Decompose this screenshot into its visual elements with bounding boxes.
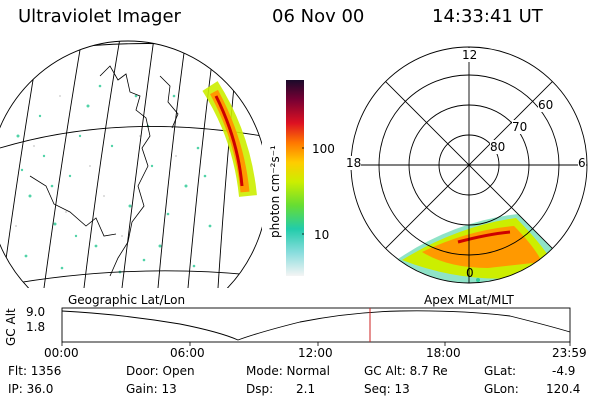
mlat-label-70: 70 <box>512 120 528 134</box>
info-dsp-label: Dsp: <box>246 382 274 396</box>
polar-aurora <box>382 214 568 283</box>
mlat-label-60: 60 <box>538 98 554 112</box>
altitude-timeline <box>61 307 571 346</box>
aurora-arc <box>202 81 257 197</box>
mlt-label-18: 18 <box>346 156 362 170</box>
info-glat-label: GLat: <box>484 364 517 378</box>
alt-tick-high: 9.0 <box>26 305 46 319</box>
apex-caption: Apex MLat/MLT <box>424 293 514 307</box>
info-glat-value: -4.9 <box>552 364 576 378</box>
x-tick-0000: 00:00 <box>44 346 79 360</box>
info-seq: Seq: 13 <box>364 382 410 396</box>
info-glon-value: 120.4 <box>546 382 581 396</box>
mlt-label-0: 0 <box>466 266 474 280</box>
polar-plot <box>350 46 588 284</box>
colorbar <box>286 80 304 276</box>
info-gain: Gain: 13 <box>126 382 177 396</box>
time-label: 14:33:41 UT <box>432 6 543 27</box>
info-door: Door: Open <box>126 364 195 378</box>
x-tick-1200: 12:00 <box>298 346 333 360</box>
info-dsp-value: 2.1 <box>296 382 316 396</box>
mlt-label-12: 12 <box>462 48 478 62</box>
info-ip: IP: 36.0 <box>8 382 54 396</box>
date-label: 06 Nov 00 <box>272 6 365 27</box>
gc-alt-axis-label: GC Alt <box>4 308 18 346</box>
x-tick-1800: 18:00 <box>426 346 461 360</box>
instrument-title: Ultraviolet Imager <box>18 6 181 27</box>
alt-tick-low: 1.8 <box>26 320 46 334</box>
geographic-image <box>0 40 262 288</box>
altitude-curve <box>61 310 571 341</box>
info-flt: Flt: 1356 <box>8 364 62 378</box>
geographic-caption: Geographic Lat/Lon <box>68 293 186 307</box>
info-mode: Mode: Normal <box>246 364 330 378</box>
colorbar-tick-100: 100 <box>312 142 335 156</box>
info-gc-alt: GC Alt: 8.7 Re <box>364 364 448 378</box>
mlat-label-80: 80 <box>490 140 506 154</box>
colorbar-tick-10: 10 <box>314 228 330 242</box>
x-tick-0600: 06:00 <box>170 346 205 360</box>
x-tick-2359: 23:59 <box>552 346 587 360</box>
colorbar-unit-label: photon cm⁻²s⁻¹ <box>268 145 282 238</box>
info-glon-label: GLon: <box>484 382 519 396</box>
diffuse-emission <box>16 84 212 274</box>
mlt-label-6: 6 <box>578 156 586 170</box>
